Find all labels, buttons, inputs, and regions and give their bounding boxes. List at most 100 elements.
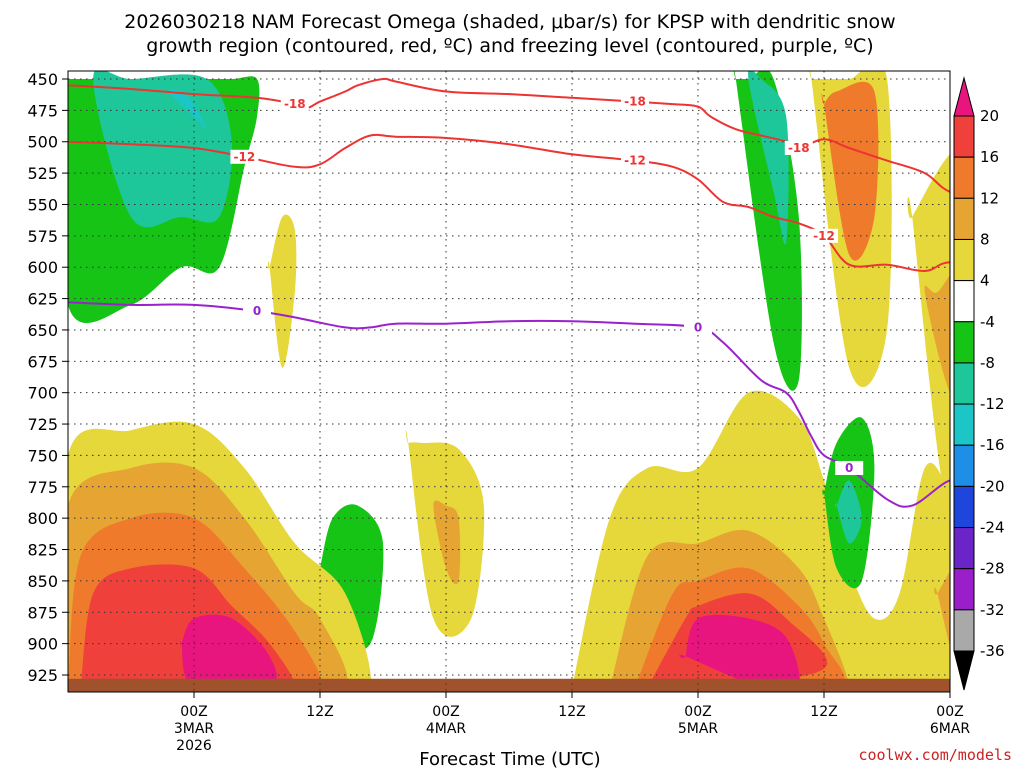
colorbar-box-3: [953, 238, 975, 282]
x-tick-label-6-1: 6MAR: [930, 721, 971, 737]
omega-region-4-25: [921, 505, 950, 657]
y-tick-label-600: 600: [27, 258, 58, 277]
contour-label--18-0: -18: [284, 97, 306, 111]
contour-label--12-1: -12: [624, 154, 646, 168]
x-tick-label-0-2: 2026: [176, 738, 212, 754]
chart-title-line1: 2026030218 NAM Forecast Omega (shaded, μ…: [124, 11, 895, 33]
y-tick-label-900: 900: [27, 635, 58, 654]
x-tick-label-5-0: 12Z: [810, 704, 837, 720]
colorbar-label-8: -16: [980, 436, 1005, 454]
colorbar-box-0: [953, 115, 975, 158]
contour-lines: -18 -18 -18 -12 -12 -12 0 0 0: [68, 77, 950, 508]
colorbar-label-13: -36: [980, 642, 1005, 660]
contour-label-bg: [684, 320, 712, 335]
contour-label-bg: [784, 141, 813, 156]
contour-label-bg: [621, 94, 649, 109]
credit-text: coolwx.com/models: [858, 746, 1012, 764]
y-tick-label-475: 475: [27, 101, 58, 120]
chart-title-line2: growth region (contoured, red, ºC) and f…: [146, 35, 873, 57]
y-tick-label-775: 775: [27, 478, 58, 497]
contour-label-0-2: 0: [845, 461, 853, 475]
x-tick-label-6-0: 00Z: [936, 704, 963, 720]
y-tick-label-725: 725: [27, 415, 58, 434]
contour-label--12-2: -12: [813, 229, 835, 243]
colorbar-label-3: 8: [980, 230, 990, 248]
omega-region--12-4: [748, 71, 789, 245]
contour-label-bg: [835, 460, 864, 475]
y-tick-label-575: 575: [27, 227, 58, 246]
contour-label-bg: [621, 153, 649, 168]
contour-label-bg: [810, 228, 838, 243]
y-tick-label-675: 675: [27, 352, 58, 371]
omega-region-8-26: [934, 571, 950, 647]
colorbar-box-12: [953, 609, 975, 652]
contour-label-0-1: 0: [694, 320, 702, 334]
colorbar-label-2: 12: [980, 189, 999, 207]
y-tick-label-925: 925: [27, 666, 58, 685]
y-axis-ticks: 450 475 500 525 550 575 600 625 650 675 700 725 750 7…: [27, 70, 68, 685]
colorbar-box-7: [953, 403, 975, 446]
colorbar-label-9: -20: [980, 477, 1005, 495]
x-tick-label-0-0: 00Z: [180, 704, 207, 720]
y-tick-label-850: 850: [27, 572, 58, 591]
y-tick-label-500: 500: [27, 133, 58, 152]
contour-label--18-1: -18: [624, 95, 646, 109]
surface-band-rect: [68, 678, 950, 692]
colorbar: 20 16 12 8 4 -4 -8 -12 -16 -20 -24 -28 -32 -36: [953, 76, 1005, 691]
colorbar-box-2: [953, 197, 975, 240]
x-tick-label-1-0: 12Z: [306, 704, 333, 720]
y-tick-label-750: 750: [27, 446, 58, 465]
colorbar-box-11: [953, 568, 975, 611]
omega-region-4-7: [907, 154, 950, 519]
omega-region--12-24: [835, 480, 862, 544]
x-tick-label-2-1: 4MAR: [426, 721, 467, 737]
x-tick-label-4-0: 00Z: [684, 704, 711, 720]
omega-region-8-12: [433, 500, 461, 585]
y-tick-label-825: 825: [27, 541, 58, 560]
x-tick-label-2-0: 00Z: [432, 704, 459, 720]
plot-frame: [67, 70, 951, 693]
colorbar-box-1: [953, 156, 975, 199]
colorbar-label-10: -24: [980, 519, 1005, 537]
y-tick-label-650: 650: [27, 321, 58, 340]
contour-label-bg: [243, 304, 271, 319]
contour-label-bg: [230, 149, 259, 164]
colorbar-label-11: -28: [980, 560, 1005, 578]
y-tick-label-875: 875: [27, 603, 58, 622]
x-tick-label-0-1: 3MAR: [174, 721, 215, 737]
y-tick-label-525: 525: [27, 164, 58, 183]
colorbar-box-10: [953, 527, 975, 570]
surface-band: [68, 678, 950, 692]
omega-region-12-6: [821, 81, 879, 261]
colorbar-label-0: 20: [980, 107, 999, 125]
omega-shading: [68, 71, 950, 692]
colorbar-box-9: [953, 485, 975, 529]
colorbar-label-12: -32: [980, 601, 1005, 619]
colorbar-label-4: 4: [980, 272, 990, 290]
omega-region--16-2: [168, 89, 207, 130]
colorbar-top-arrow: [953, 76, 975, 117]
colorbar-label-1: 16: [980, 148, 999, 166]
contour-label-0-0: 0: [253, 304, 261, 318]
colorbar-box-4: [953, 280, 975, 323]
omega-region-20-22: [679, 614, 800, 692]
colorbar-label-7: -12: [980, 395, 1005, 413]
y-tick-label-700: 700: [27, 384, 58, 403]
contour-label--18-2: -18: [788, 141, 810, 155]
y-tick-label-550: 550: [27, 195, 58, 214]
x-tick-label-3-0: 12Z: [558, 704, 585, 720]
colorbar-bottom-arrow: [953, 650, 975, 691]
y-tick-label-625: 625: [27, 290, 58, 309]
x-tick-label-4-1: 5MAR: [678, 721, 719, 737]
omega-region-8-8: [924, 274, 950, 393]
contour-label--12-0: -12: [234, 150, 256, 164]
omega-region-4-9: [268, 214, 297, 368]
colorbar-box-8: [953, 444, 975, 487]
omega-region-20-17: [179, 614, 277, 692]
y-tick-label-800: 800: [27, 509, 58, 528]
colorbar-box-5: [953, 321, 975, 364]
y-tick-label-450: 450: [27, 70, 58, 89]
colorbar-box-6: [953, 362, 975, 405]
colorbar-label-5: -4: [980, 313, 995, 331]
